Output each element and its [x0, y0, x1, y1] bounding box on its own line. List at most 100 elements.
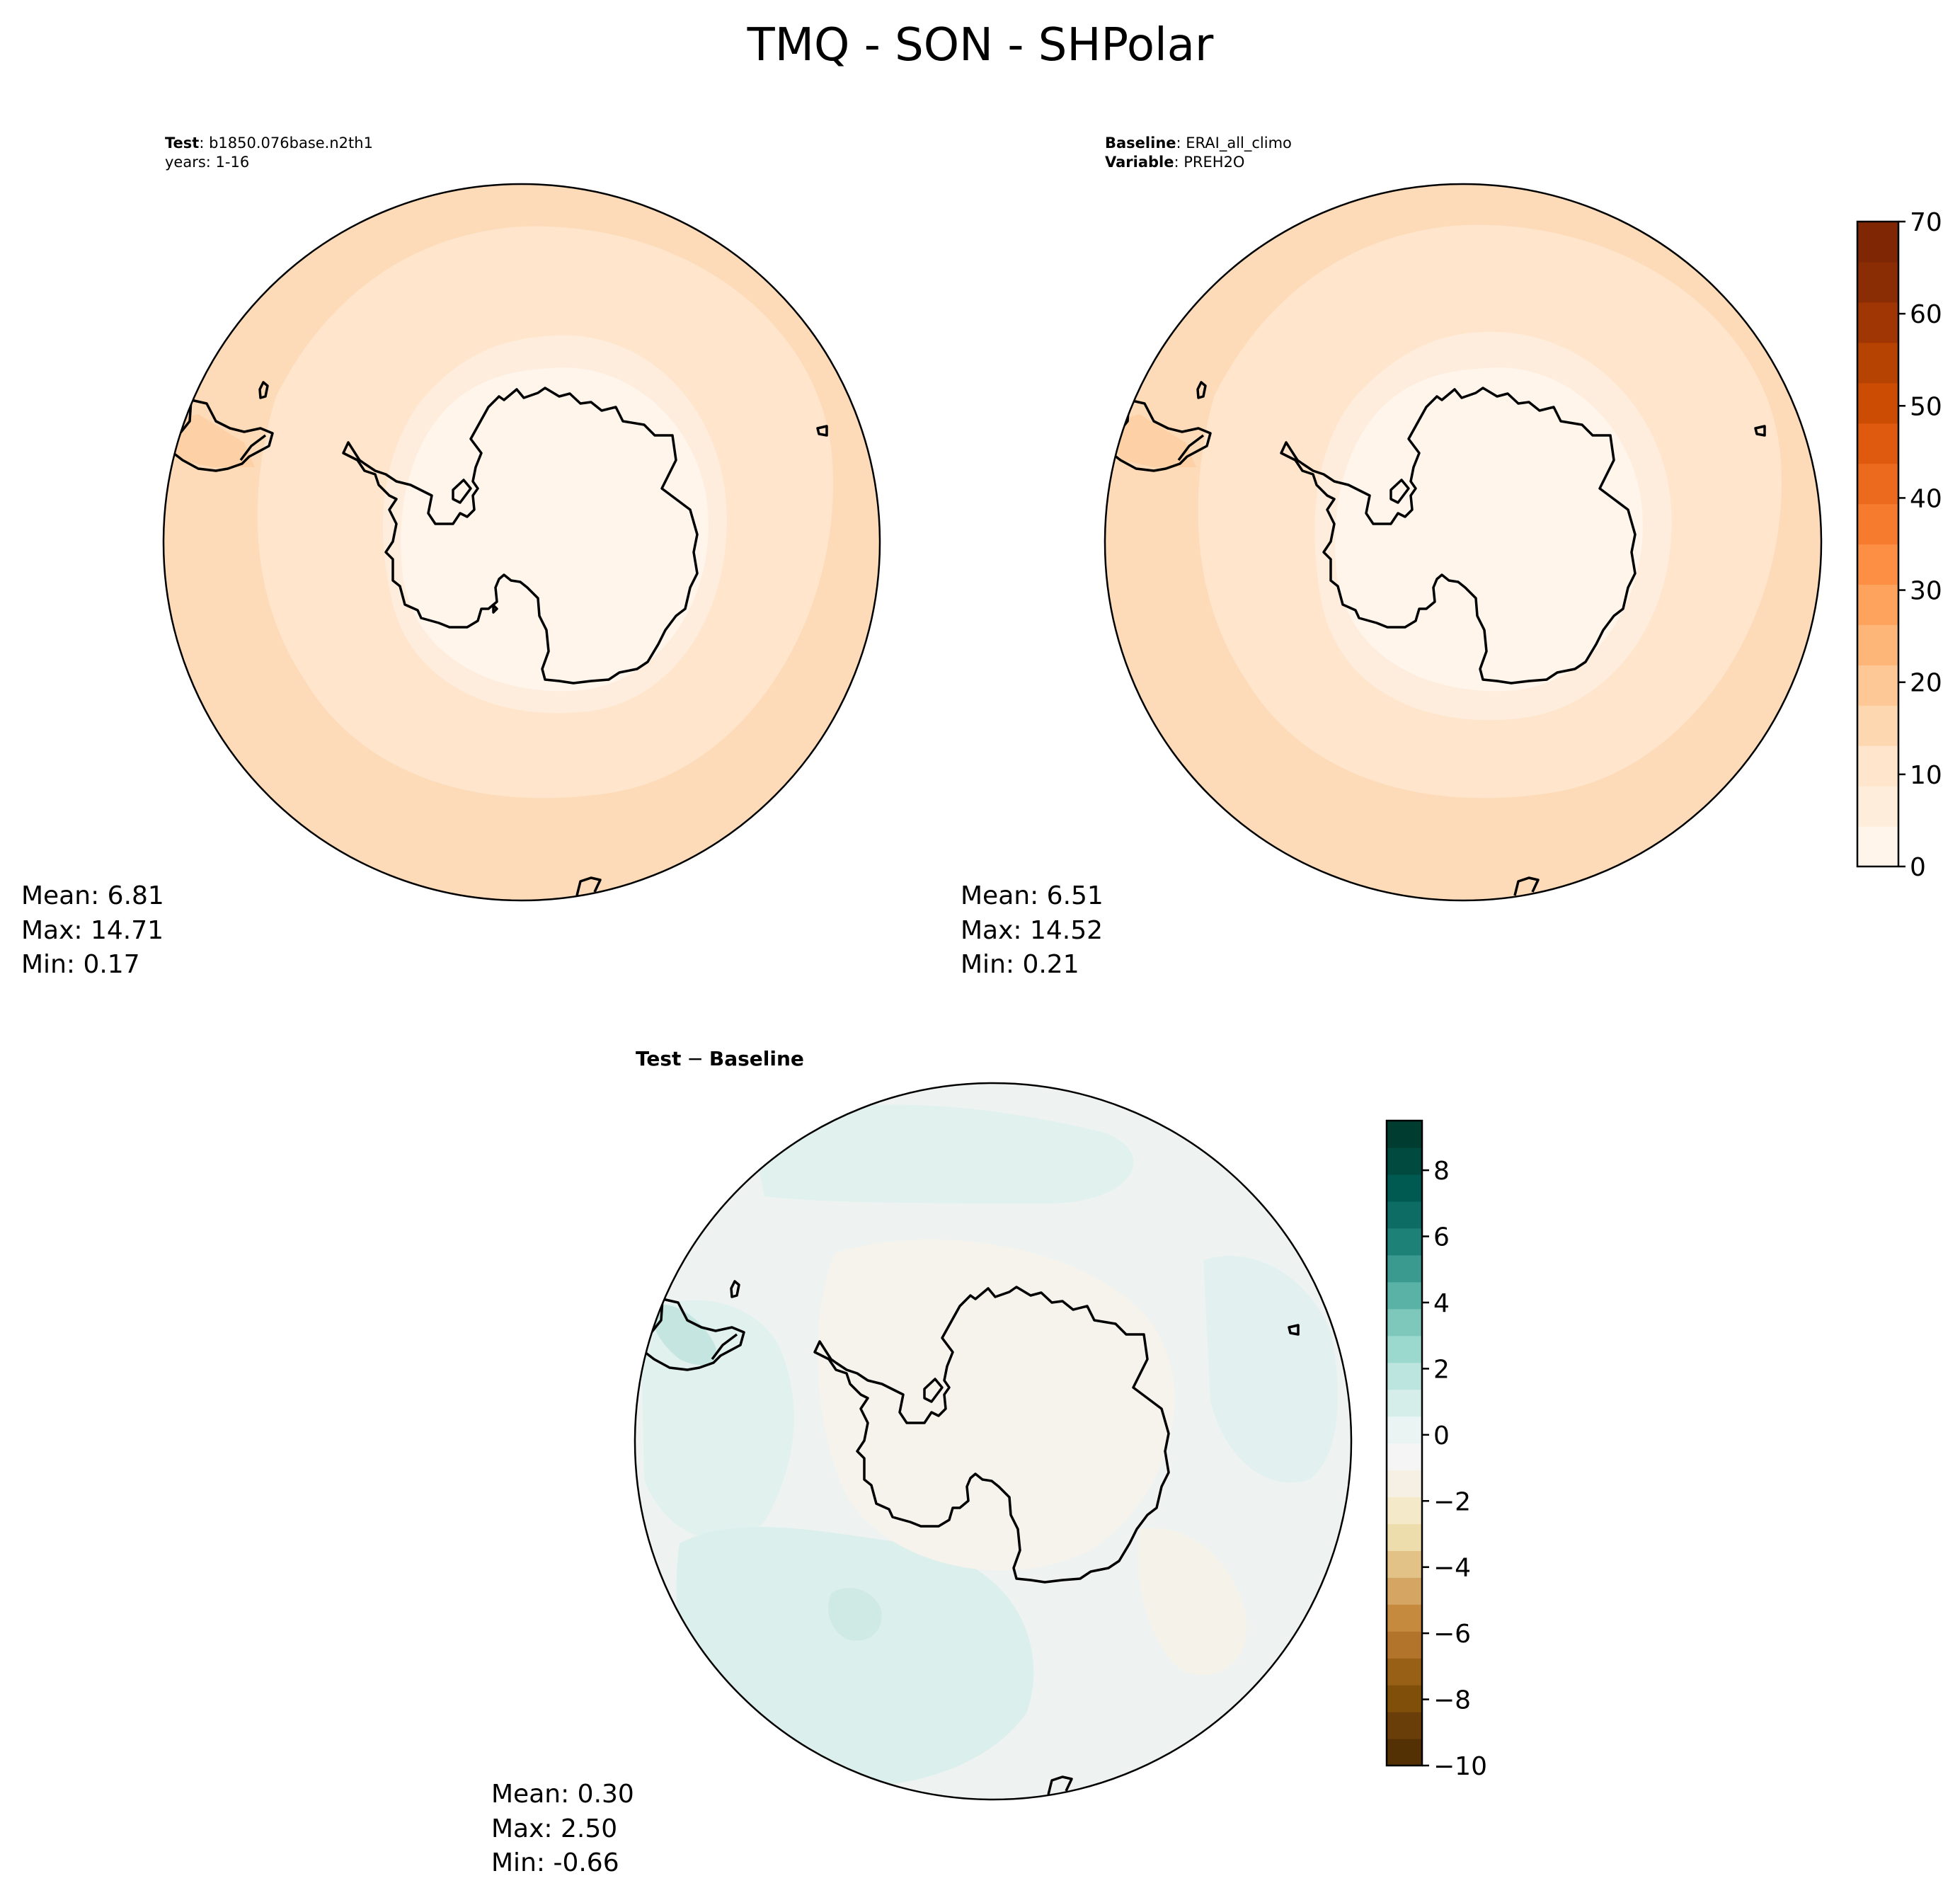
diff-patch-east [1203, 1256, 1338, 1483]
baseline-case-name: ERAI_all_climo [1186, 135, 1292, 152]
diff-colorbar-ticks: 8 6 4 2 0 −2 −4 −6 −8 −10 [1422, 1157, 1487, 1781]
diff-colorbar-cell [1387, 1335, 1422, 1363]
baseline-coast-antarctica [1280, 387, 1637, 685]
baseline-colorbar-tick-label: 30 [1910, 577, 1942, 606]
baseline-colorbar-cell [1857, 786, 1898, 827]
diff-colorbar-cell [1387, 1443, 1422, 1471]
diff-map-rim [634, 1082, 1353, 1801]
test-coast-new-zealand [575, 876, 602, 896]
diff-coast-new-zealand [1047, 1775, 1073, 1795]
baseline-colorbar-tick-label: 0 [1910, 853, 1926, 882]
diff-max: Max: 2.50 [491, 1814, 617, 1843]
test-case-label: Test [165, 135, 199, 151]
test-coast-south-america-tip [239, 434, 267, 462]
baseline-colorbar-ticks: 0 10 20 30 40 50 60 70 [1898, 208, 1942, 882]
diff-patch-continent [818, 1239, 1175, 1571]
diff-colorbar-cell [1387, 1604, 1422, 1632]
diff-colorbar-tick-label: −6 [1433, 1620, 1471, 1649]
baseline-map-rim [1104, 183, 1823, 902]
baseline-colorbar-frame [1856, 220, 1900, 868]
test-mean: Mean: 6.81 [21, 881, 164, 910]
baseline-colorbar-cell [1857, 382, 1898, 424]
baseline-coast-island-1 [1389, 479, 1410, 504]
test-map-rim [162, 183, 881, 902]
diff-colorbar-cell [1387, 1739, 1422, 1766]
diff-colorbar-cell [1387, 1228, 1422, 1256]
diff-colorbar-cell [1387, 1658, 1422, 1686]
baseline-colorbar-cell [1857, 261, 1898, 303]
baseline-max: Max: 14.52 [961, 916, 1103, 945]
diff-title-left: Test [636, 1047, 681, 1070]
baseline-zone-0 [1335, 367, 1643, 692]
figure-title: TMQ - SON - SHPolar [747, 19, 1214, 71]
test-coast-antarctica [342, 387, 699, 685]
diff-map [635, 1083, 1351, 1800]
test-coast-small-island-east [816, 425, 828, 437]
test-zone-0 [401, 367, 709, 692]
diff-mean: Mean: 0.30 [491, 1780, 634, 1809]
baseline-colorbar-cell [1857, 463, 1898, 505]
baseline-variable-label: Variable [1105, 154, 1174, 171]
diff-colorbar-frame [1385, 1119, 1423, 1767]
baseline-colorbar: 0 10 20 30 40 50 60 70 [1856, 208, 1942, 882]
diff-colorbar-cell [1387, 1254, 1422, 1283]
baseline-variable-colon: : [1174, 154, 1184, 171]
diff-coast-island-1 [923, 1378, 944, 1403]
test-min: Min: 0.17 [21, 950, 140, 979]
baseline-colorbar-cell [1857, 302, 1898, 343]
baseline-header-line1: Baseline: ERAI_all_climo [1105, 135, 1292, 152]
diff-colorbar: 8 6 4 2 0 −2 −4 −6 −8 −10 [1385, 1119, 1487, 1781]
diff-coast-small-island-east [1288, 1324, 1300, 1336]
diff-colorbar-tick-label: 8 [1433, 1157, 1450, 1186]
baseline-coast-falklands [1196, 381, 1207, 399]
diff-title-sep: − [687, 1047, 703, 1070]
baseline-colorbar-tick-label: 50 [1910, 392, 1942, 421]
diff-colorbar-cell [1387, 1389, 1422, 1417]
diff-title-right: Baseline [709, 1047, 804, 1070]
baseline-variable-name: PREH2O [1184, 154, 1244, 171]
diff-coast-antarctica [813, 1286, 1170, 1584]
diff-patch-southeast [1137, 1528, 1247, 1676]
diff-colorbar-cell [1387, 1416, 1422, 1444]
baseline-colorbar-cell [1857, 745, 1898, 786]
diff-colorbar-tick-label: 0 [1433, 1421, 1450, 1451]
test-header-colon: : [199, 135, 209, 151]
test-map [164, 184, 880, 900]
test-coast-falklands [258, 381, 269, 399]
diff-colorbar-cell [1387, 1201, 1422, 1229]
baseline-header-colon: : [1176, 135, 1186, 151]
diff-patch-north [750, 1104, 1134, 1203]
diff-patch-southwest-core [828, 1588, 882, 1641]
diff-colorbar-cell [1387, 1523, 1422, 1551]
baseline-colorbar-cell [1857, 826, 1898, 867]
diff-colorbar-tick-label: −10 [1433, 1752, 1487, 1781]
diff-colorbar-cell [1387, 1281, 1422, 1310]
diff-colorbar-cell [1387, 1147, 1422, 1175]
baseline-colorbar-tick-label: 40 [1910, 484, 1942, 513]
diff-colorbar-tick-label: 6 [1433, 1223, 1450, 1252]
test-years: years: 1-16 [165, 154, 249, 171]
diff-colorbar-cell [1387, 1712, 1422, 1739]
baseline-colorbar-cells [1857, 222, 1898, 867]
baseline-patch-south-america [1108, 414, 1196, 467]
baseline-colorbar-cell [1857, 503, 1898, 545]
baseline-colorbar-tick-label: 60 [1910, 300, 1942, 329]
diff-colorbar-cell [1387, 1174, 1422, 1202]
baseline-min: Min: 0.21 [961, 950, 1079, 979]
diff-colorbar-cell [1387, 1550, 1422, 1578]
diff-colorbar-cell [1387, 1470, 1422, 1498]
diff-patch-southamerica [651, 1304, 716, 1366]
baseline-coast-south-america-tip [1177, 434, 1205, 462]
diff-colorbar-cell [1387, 1308, 1422, 1337]
diff-colorbar-tick-label: 4 [1433, 1289, 1450, 1318]
diff-coast-south-america-tip [711, 1333, 738, 1361]
test-coast-island-1 [452, 479, 472, 504]
diff-colorbar-cells [1387, 1121, 1422, 1766]
diff-colorbar-tick-label: −8 [1433, 1686, 1471, 1715]
baseline-panel: Baseline: ERAI_all_climo Variable: PREH2… [961, 135, 1942, 979]
diff-panel: Test − Baseline Mean: 0.30 Max [491, 1047, 1487, 1877]
baseline-colorbar-cell [1857, 423, 1898, 464]
test-panel: Test: b1850.076base.n2th1 years: 1-16 Me… [21, 135, 881, 979]
diff-colorbar-cell [1387, 1685, 1422, 1712]
diff-colorbar-cell [1387, 1577, 1422, 1605]
